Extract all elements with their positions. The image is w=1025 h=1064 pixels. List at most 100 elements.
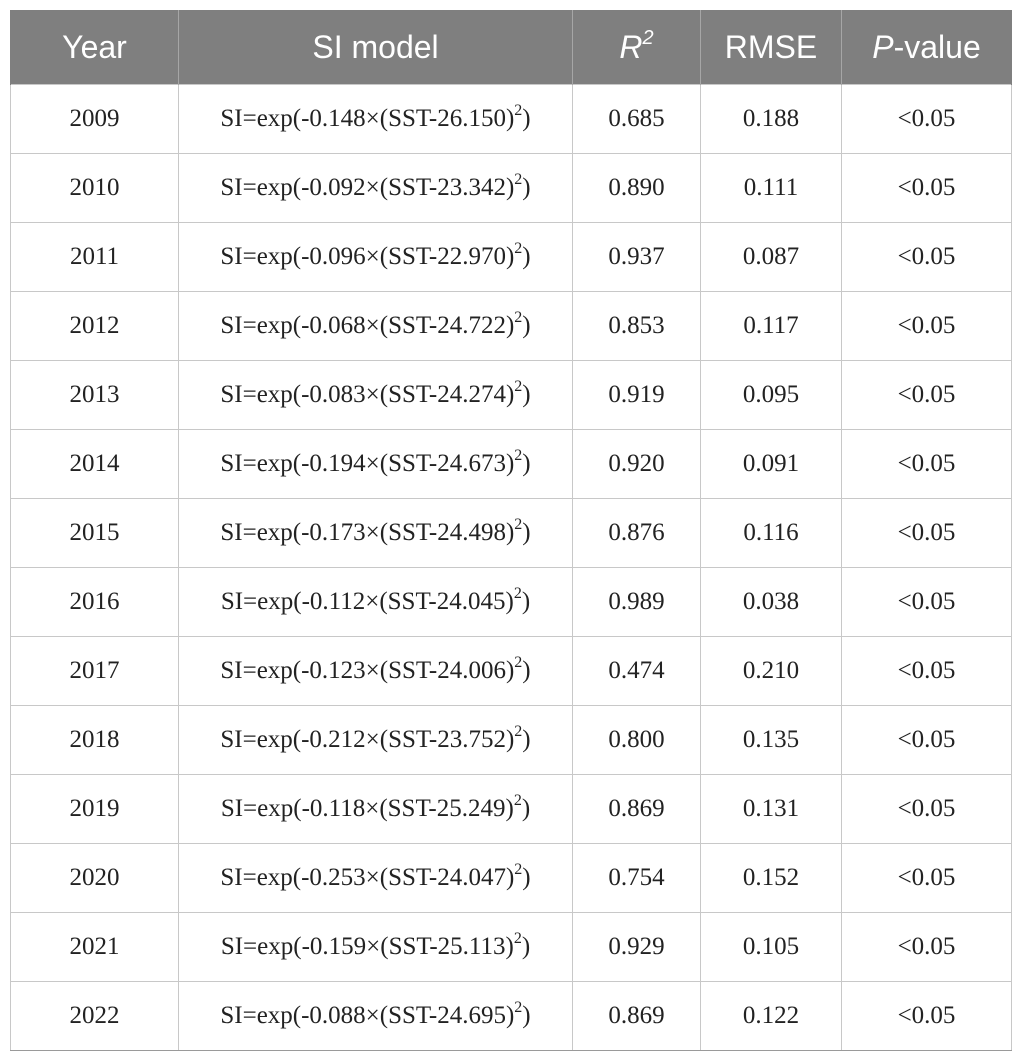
table-row: 2014 SI=exp(-0.194×(SST-24.673)2) 0.920 0.0… — [10, 429, 1012, 499]
si-model-formula: SI=exp(-0.253×(SST-24.047) — [220, 864, 515, 891]
si-model-formula: SI=exp(-0.068×(SST-24.722) — [220, 312, 515, 339]
table-row: 2015 SI=exp(-0.173×(SST-24.498)2) 0.876 0.1… — [10, 498, 1012, 568]
si-model-cell: SI=exp(-0.148×(SST-26.150)2) — [178, 84, 573, 154]
si-model-cell: SI=exp(-0.112×(SST-24.045)2) — [178, 567, 573, 637]
si-model-exponent: 2 — [514, 240, 523, 257]
p-value-cell: <0.05 — [841, 222, 1012, 292]
si-model-exponent: 2 — [514, 378, 523, 395]
si-model-cell: SI=exp(-0.092×(SST-23.342)2) — [178, 153, 573, 223]
si-model-close-paren: ) — [521, 588, 531, 615]
p-value-cell: <0.05 — [841, 981, 1012, 1051]
table-row: 2013 SI=exp(-0.083×(SST-24.274)2) 0.919 0.0… — [10, 360, 1012, 430]
p-value-cell: <0.05 — [841, 636, 1012, 706]
si-model-exponent: 2 — [513, 585, 522, 602]
si-model-cell: SI=exp(-0.088×(SST-24.695)2) — [178, 981, 573, 1051]
header-rmse: RMSE — [700, 10, 842, 85]
year-cell: 2015 — [10, 498, 179, 568]
si-model-close-paren: ) — [522, 657, 531, 684]
si-model-formula: SI=exp(-0.194×(SST-24.673) — [220, 450, 515, 477]
p-value-cell: <0.05 — [841, 912, 1012, 982]
si-model-close-paren: ) — [522, 174, 531, 201]
r-squared-cell: 0.800 — [572, 705, 701, 775]
header-r-squared: R2 — [572, 10, 701, 85]
si-model-exponent: 2 — [514, 861, 523, 878]
rmse-cell: 0.105 — [700, 912, 842, 982]
header-r-squared-exponent: 2 — [642, 26, 654, 49]
rmse-cell: 0.116 — [700, 498, 842, 568]
si-model-close-paren: ) — [522, 726, 531, 753]
p-value-cell: <0.05 — [841, 360, 1012, 430]
rmse-cell: 0.091 — [700, 429, 842, 499]
si-model-formula: SI=exp(-0.092×(SST-23.342) — [220, 174, 515, 201]
si-model-table-container: Year SI model R2 RMSE P-value 2009 SI=exp… — [10, 10, 1012, 1051]
r-squared-cell: 0.919 — [572, 360, 701, 430]
si-model-exponent: 2 — [514, 999, 523, 1016]
si-model-close-paren: ) — [522, 243, 531, 270]
p-value-cell: <0.05 — [841, 567, 1012, 637]
si-model-formula: SI=exp(-0.088×(SST-24.695) — [220, 1002, 515, 1029]
rmse-cell: 0.111 — [700, 153, 842, 223]
si-model-close-paren: ) — [522, 450, 531, 477]
si-model-close-paren: ) — [522, 312, 531, 339]
table-row: 2018 SI=exp(-0.212×(SST-23.752)2) 0.800 0.1… — [10, 705, 1012, 775]
p-value-cell: <0.05 — [841, 153, 1012, 223]
si-model-exponent: 2 — [514, 171, 523, 188]
table-row: 2011 SI=exp(-0.096×(SST-22.970)2) 0.937 0.0… — [10, 222, 1012, 292]
year-cell: 2014 — [10, 429, 179, 499]
si-model-formula: SI=exp(-0.173×(SST-24.498) — [220, 519, 515, 546]
si-model-formula: SI=exp(-0.123×(SST-24.006) — [220, 657, 515, 684]
r-squared-cell: 0.685 — [572, 84, 701, 154]
header-year: Year — [10, 10, 179, 85]
r-squared-cell: 0.890 — [572, 153, 701, 223]
si-model-exponent: 2 — [513, 930, 522, 947]
si-model-close-paren: ) — [521, 933, 531, 960]
si-model-close-paren: ) — [522, 519, 531, 546]
p-value-cell: <0.05 — [841, 498, 1012, 568]
rmse-cell: 0.210 — [700, 636, 842, 706]
rmse-cell: 0.135 — [700, 705, 842, 775]
table-row: 2022 SI=exp(-0.088×(SST-24.695)2) 0.869 0.1… — [10, 981, 1012, 1051]
si-model-cell: SI=exp(-0.253×(SST-24.047)2) — [178, 843, 573, 913]
r-squared-cell: 0.869 — [572, 981, 701, 1051]
p-value-cell: <0.05 — [841, 705, 1012, 775]
si-model-formula: SI=exp(-0.083×(SST-24.274) — [220, 381, 515, 408]
year-cell: 2021 — [10, 912, 179, 982]
si-model-formula: SI=exp(-0.212×(SST-23.752) — [220, 726, 515, 753]
rmse-cell: 0.087 — [700, 222, 842, 292]
si-model-cell: SI=exp(-0.212×(SST-23.752)2) — [178, 705, 573, 775]
p-value-cell: <0.05 — [841, 774, 1012, 844]
r-squared-cell: 0.937 — [572, 222, 701, 292]
si-model-exponent: 2 — [514, 723, 523, 740]
si-model-close-paren: ) — [522, 381, 531, 408]
r-squared-cell: 0.876 — [572, 498, 701, 568]
rmse-cell: 0.131 — [700, 774, 842, 844]
year-cell: 2009 — [10, 84, 179, 154]
table-row: 2012 SI=exp(-0.068×(SST-24.722)2) 0.853 0.1… — [10, 291, 1012, 361]
si-model-formula: SI=exp(-0.118×(SST-25.249) — [220, 795, 514, 822]
table-row: 2019 SI=exp(-0.118×(SST-25.249)2) 0.869 0.1… — [10, 774, 1012, 844]
si-model-close-paren: ) — [522, 864, 531, 891]
year-cell: 2013 — [10, 360, 179, 430]
rmse-cell: 0.122 — [700, 981, 842, 1051]
rmse-cell: 0.188 — [700, 84, 842, 154]
rmse-cell: 0.038 — [700, 567, 842, 637]
header-p-italic: P — [872, 28, 894, 65]
p-value-cell: <0.05 — [841, 429, 1012, 499]
year-cell: 2020 — [10, 843, 179, 913]
si-model-cell: SI=exp(-0.096×(SST-22.970)2) — [178, 222, 573, 292]
si-model-formula: SI=exp(-0.096×(SST-22.970) — [220, 243, 515, 270]
si-model-exponent: 2 — [514, 309, 523, 326]
si-model-cell: SI=exp(-0.083×(SST-24.274)2) — [178, 360, 573, 430]
year-cell: 2018 — [10, 705, 179, 775]
r-squared-cell: 0.989 — [572, 567, 701, 637]
rmse-cell: 0.152 — [700, 843, 842, 913]
year-cell: 2016 — [10, 567, 179, 637]
table-row: 2021 SI=exp(-0.159×(SST-25.113)2) 0.929 0.1… — [10, 912, 1012, 982]
r-squared-cell: 0.754 — [572, 843, 701, 913]
r-squared-cell: 0.853 — [572, 291, 701, 361]
si-model-formula: SI=exp(-0.159×(SST-25.113) — [220, 933, 514, 960]
si-model-exponent: 2 — [514, 447, 523, 464]
table-row: 2020 SI=exp(-0.253×(SST-24.047)2) 0.754 0.1… — [10, 843, 1012, 913]
si-model-cell: SI=exp(-0.194×(SST-24.673)2) — [178, 429, 573, 499]
year-cell: 2017 — [10, 636, 179, 706]
